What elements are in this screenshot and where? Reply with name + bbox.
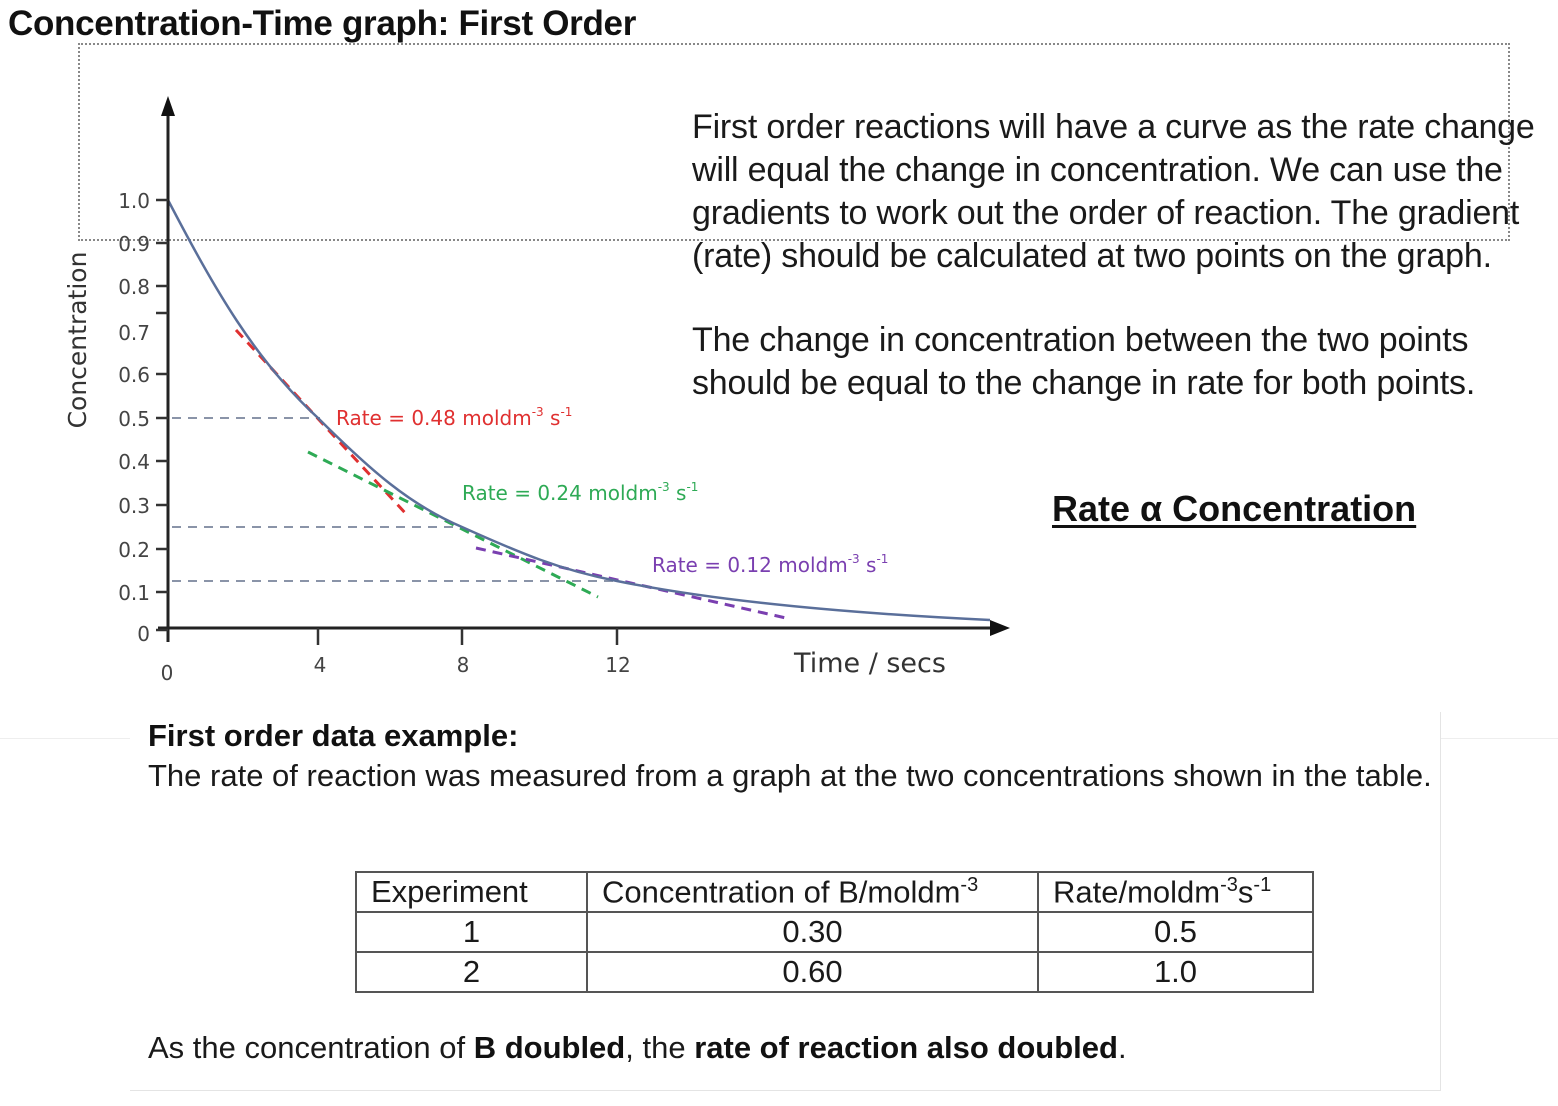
svg-text:12: 12 [605, 653, 630, 677]
rate-label-red: Rate = 0.48 moldm-3 s-1 [336, 405, 572, 430]
svg-text:0: 0 [161, 661, 174, 685]
x-ticks [316, 628, 619, 645]
data-table: Experiment Concentration of B/moldm-3 Ra… [355, 871, 1314, 993]
x-axis-arrow-icon [990, 620, 1010, 636]
concentration-time-chart: 1.0 0.9 0.8 0.7 0.6 0.5 0.4 0.3 0.2 0.1 … [63, 96, 1010, 685]
table-row: 1 0.30 0.5 [355, 911, 1314, 953]
description-paragraph-2: The change in concentration between the … [692, 321, 1476, 402]
rate-label-purple: Rate = 0.12 moldm-3 s-1 [652, 552, 888, 577]
x-tick-labels: 0 4 8 12 [161, 653, 631, 685]
concentration-curve [166, 199, 991, 622]
header-concentration: Concentration of B/moldm-3 [586, 871, 1039, 913]
reference-lines [172, 417, 617, 582]
table-header-row: Experiment Concentration of B/moldm-3 Ra… [355, 871, 1314, 913]
svg-text:4: 4 [314, 653, 327, 677]
cell-experiment: 1 [355, 911, 588, 953]
cell-experiment: 2 [355, 951, 588, 993]
page-title: Concentration-Time graph: First Order [8, 4, 637, 43]
svg-text:0.2: 0.2 [118, 538, 150, 562]
rate-concentration-heading: Rate α Concentration [1052, 488, 1417, 529]
cell-concentration: 0.60 [586, 951, 1039, 993]
cell-rate: 1.0 [1037, 951, 1314, 993]
header-rate: Rate/moldm-3s-1 [1037, 871, 1314, 913]
rate-label-green: Rate = 0.24 moldm-3 s-1 [462, 480, 698, 505]
x-axis-label: Time / secs [793, 648, 946, 679]
svg-text:8: 8 [457, 653, 470, 677]
svg-text:0.7: 0.7 [118, 321, 150, 345]
header-experiment: Experiment [355, 871, 588, 913]
example-text: The rate of reaction was measured from a… [148, 758, 1432, 793]
svg-text:1.0: 1.0 [118, 189, 150, 213]
description-paragraph-1: First order reactions will have a curve … [692, 108, 1535, 275]
svg-text:0.6: 0.6 [118, 363, 150, 387]
svg-text:0.1: 0.1 [118, 581, 150, 605]
svg-text:0.9: 0.9 [118, 232, 150, 256]
dotted-text-frame [78, 43, 1510, 241]
example-panel [130, 712, 1441, 1091]
y-axis-label: Concentration [63, 252, 92, 429]
svg-text:0.8: 0.8 [118, 275, 150, 299]
description: First order reactions will have a curve … [692, 106, 1558, 405]
conclusion-text: As the concentration of B doubled, the r… [148, 1030, 1127, 1065]
cell-concentration: 0.30 [586, 911, 1039, 953]
example-title: First order data example: [148, 718, 519, 753]
table-row: 2 0.60 1.0 [355, 951, 1314, 993]
y-axis-arrow-icon [161, 96, 175, 116]
y-ticks [156, 198, 168, 632]
cell-rate: 0.5 [1037, 911, 1314, 953]
svg-text:0.4: 0.4 [118, 450, 150, 474]
svg-text:0: 0 [137, 622, 150, 646]
svg-text:0.3: 0.3 [118, 494, 150, 518]
svg-text:0.5: 0.5 [118, 407, 150, 431]
y-tick-labels: 1.0 0.9 0.8 0.7 0.6 0.5 0.4 0.3 0.2 0.1 … [118, 189, 150, 646]
divider [1440, 738, 1558, 739]
tangent-green [307, 450, 599, 599]
divider [0, 738, 130, 739]
